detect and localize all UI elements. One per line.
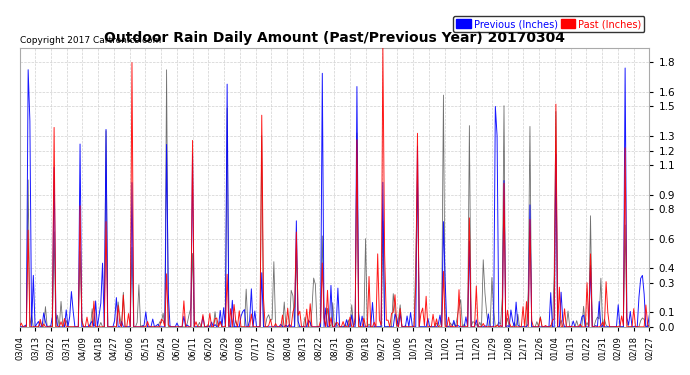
- Text: Copyright 2017 Cartronics.com: Copyright 2017 Cartronics.com: [20, 36, 161, 45]
- Title: Outdoor Rain Daily Amount (Past/Previous Year) 20170304: Outdoor Rain Daily Amount (Past/Previous…: [104, 31, 565, 45]
- Legend: Previous (Inches), Past (Inches): Previous (Inches), Past (Inches): [453, 16, 644, 32]
